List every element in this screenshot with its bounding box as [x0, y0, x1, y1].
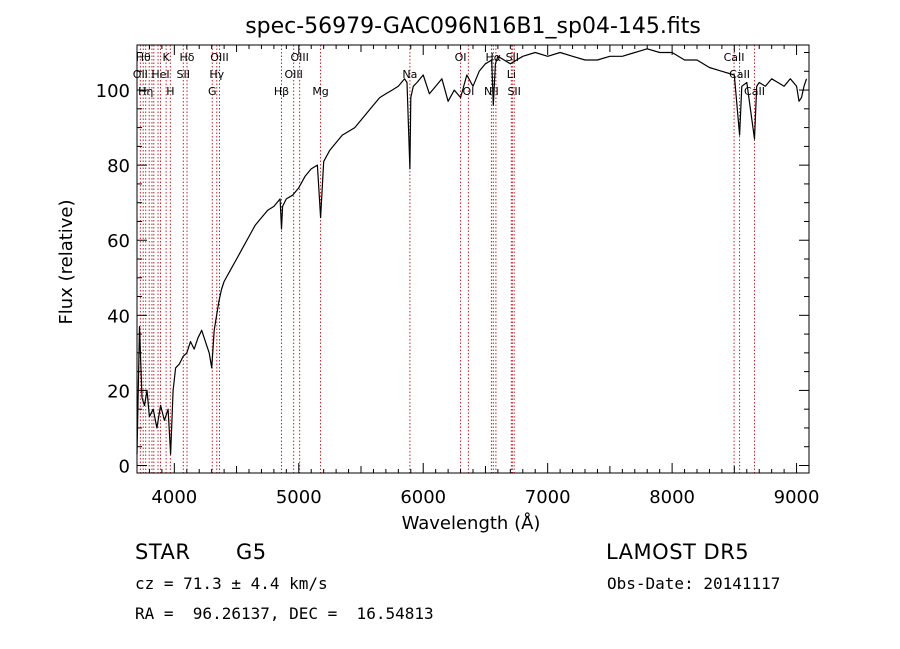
spectrum-line [136, 48, 808, 455]
spectral-line-label: Hδ [180, 51, 195, 64]
spectral-line-label: OIII [290, 51, 308, 64]
x-axis-label: Wavelength (Å) [402, 512, 541, 534]
spectral-line-label: Na [402, 68, 417, 81]
y-axis: 0 20 40 60 80 100 [96, 52, 809, 477]
spectral-line-label: CaII [724, 51, 745, 64]
spectral-line-label: Mg [312, 85, 328, 98]
spectral-line-label: SII [507, 85, 520, 98]
x-tick-label: 8000 [649, 487, 695, 508]
spectral-line-label: CaII [744, 85, 765, 98]
spectral-line-label: Hγ [209, 68, 224, 81]
spectral-line-label: Hη [138, 85, 153, 98]
x-tick-label: 6000 [400, 487, 446, 508]
x-tick-label: 5000 [276, 487, 322, 508]
x-tick-label: 9000 [774, 487, 820, 508]
y-tick-label: 0 [119, 456, 130, 477]
y-tick-label: 40 [107, 306, 130, 327]
y-tick-label: 60 [107, 231, 130, 252]
spectral-line-label: Hβ [274, 85, 289, 98]
spectral-line-markers [139, 45, 755, 473]
spectral-line-label: K [163, 51, 171, 64]
chart-title: spec-56979-GAC096N16B1_sp04-145.fits [245, 14, 701, 39]
spectral-line-label: CaII [729, 68, 750, 81]
x-tick-label: 4000 [151, 487, 197, 508]
y-tick-label: 80 [107, 156, 130, 177]
y-tick-label: 100 [96, 81, 130, 102]
x-axis: 4000 5000 6000 7000 8000 9000 [148, 45, 820, 508]
coordinates: RA = 96.26137, DEC = 16.54813 [135, 604, 434, 623]
observation-date: Obs-Date: 20141117 [607, 574, 781, 593]
spectral-line-label: Li [507, 68, 516, 81]
plot-frame [136, 44, 810, 474]
survey-name: LAMOST DR5 [606, 540, 750, 564]
y-axis-label: Flux (relative) [56, 199, 77, 324]
spectral-line-label: Hα [486, 51, 502, 64]
spectral-line-label: SII [506, 51, 519, 64]
spectral-line-label: OII [133, 68, 148, 81]
spectrum-series [136, 48, 808, 455]
spectral-line-label: HeI [151, 68, 169, 81]
object-type: STAR [135, 540, 191, 564]
x-tick-label: 7000 [525, 487, 571, 508]
spectral-subclass: G5 [236, 540, 267, 564]
spectral-line-labels: OIIHθHηHeIKHSIIHδGHγOIIIHβOIIIOIIIMgNaOI… [133, 51, 765, 98]
spectral-line-label: OIII [284, 68, 302, 81]
y-tick-label: 20 [107, 381, 130, 402]
redshift-velocity: cz = 71.3 ± 4.4 km/s [135, 574, 328, 593]
spectral-line-label: G [208, 85, 217, 98]
spectral-line-label: OI [455, 51, 467, 64]
spectral-line-label: OI [462, 85, 474, 98]
spectral-line-label: OIII [210, 51, 228, 64]
spectral-line-label: H [166, 85, 174, 98]
spectral-line-label: SII [177, 68, 190, 81]
spectral-line-label: Hθ [136, 51, 151, 64]
spectral-line-label: NII [484, 85, 499, 98]
